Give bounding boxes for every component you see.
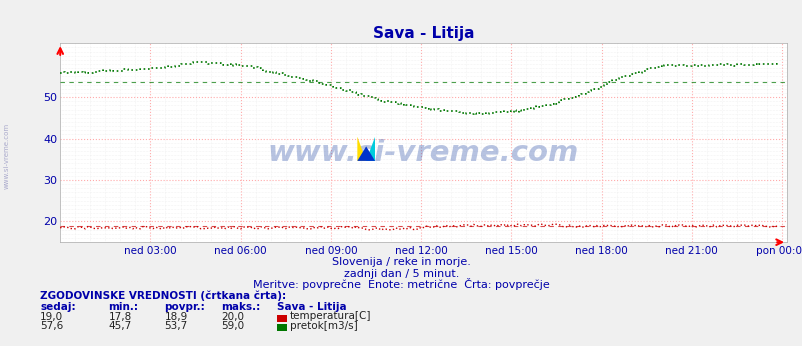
Text: Sava - Litija: Sava - Litija [277, 302, 346, 312]
Text: www.si-vreme.com: www.si-vreme.com [268, 139, 578, 167]
Text: zadnji dan / 5 minut.: zadnji dan / 5 minut. [343, 269, 459, 279]
Text: 19,0: 19,0 [40, 312, 63, 322]
Text: ZGODOVINSKE VREDNOSTI (črtkana črta):: ZGODOVINSKE VREDNOSTI (črtkana črta): [40, 291, 286, 301]
Title: Sava - Litija: Sava - Litija [372, 26, 474, 41]
Text: sedaj:: sedaj: [40, 302, 75, 312]
Text: Slovenija / reke in morje.: Slovenija / reke in morje. [332, 257, 470, 267]
Polygon shape [357, 137, 366, 161]
Text: pretok[m3/s]: pretok[m3/s] [290, 321, 357, 331]
Text: maks.:: maks.: [221, 302, 260, 312]
Text: Meritve: povprečne  Enote: metrične  Črta: povprečje: Meritve: povprečne Enote: metrične Črta:… [253, 278, 549, 290]
Text: 17,8: 17,8 [108, 312, 132, 322]
Polygon shape [357, 146, 375, 161]
Text: 18,9: 18,9 [164, 312, 188, 322]
Text: 45,7: 45,7 [108, 321, 132, 331]
Text: 59,0: 59,0 [221, 321, 244, 331]
Text: povpr.:: povpr.: [164, 302, 205, 312]
Text: 20,0: 20,0 [221, 312, 244, 322]
Text: www.si-vreme.com: www.si-vreme.com [3, 122, 10, 189]
Polygon shape [366, 137, 375, 161]
Text: min.:: min.: [108, 302, 138, 312]
Text: temperatura[C]: temperatura[C] [290, 311, 371, 321]
Text: 53,7: 53,7 [164, 321, 188, 331]
Text: 57,6: 57,6 [40, 321, 63, 331]
